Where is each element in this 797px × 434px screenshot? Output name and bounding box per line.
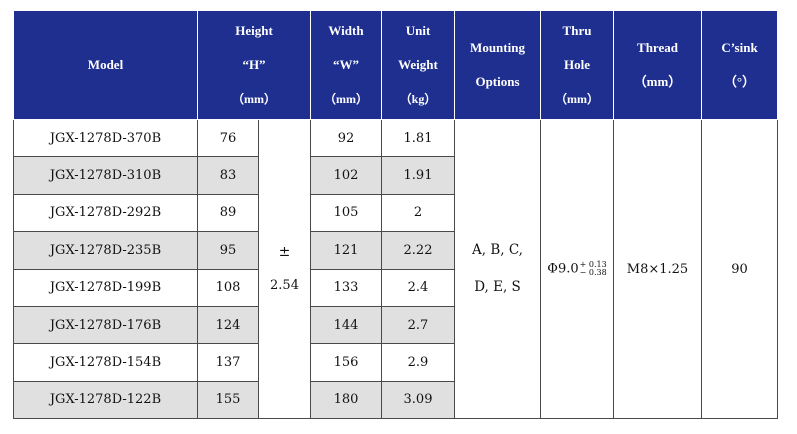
cell-thread: M8×1.25 [613, 119, 702, 419]
table-row: JGX-1278D-310B 83 102 1.91 [13, 156, 778, 195]
cell-width: 133 [310, 268, 382, 307]
header-mounting-options: Mounting Options [454, 10, 541, 120]
header-csink: C’sink （°） [701, 10, 778, 120]
cell-height: 108 [197, 268, 259, 307]
cell-model: JGX-1278D-122B [13, 380, 198, 420]
header-thru-hole: Thru Hole （mm） [540, 10, 614, 120]
cell-weight: 1.91 [381, 156, 455, 195]
cell-height: 124 [197, 305, 259, 345]
cell-height: 89 [197, 193, 259, 233]
cell-csink: 90 [701, 119, 778, 419]
table-row: JGX-1278D-199B 108 133 2.4 [13, 268, 778, 307]
cell-model: JGX-1278D-199B [13, 268, 198, 307]
cell-model: JGX-1278D-310B [13, 156, 198, 195]
cell-height: 83 [197, 156, 259, 195]
header-thread: Thread （mm） [613, 10, 702, 120]
cell-weight: 2.7 [381, 305, 455, 345]
header-model: Model [13, 10, 198, 120]
cell-weight: 3.09 [381, 380, 455, 420]
header-height: Height “H” （mm） [197, 10, 311, 120]
cell-height: 95 [197, 231, 259, 270]
cell-weight: 2.4 [381, 268, 455, 307]
cell-model: JGX-1278D-292B [13, 193, 198, 233]
cell-model: JGX-1278D-176B [13, 305, 198, 345]
table-row: JGX-1278D-154B 137 156 2.9 [13, 343, 778, 382]
cell-weight: 2 [381, 193, 455, 233]
cell-width: 144 [310, 305, 382, 345]
cell-height-tolerance: ± 2.54 [258, 119, 311, 419]
header-unit-weight: Unit Weight （kg） [381, 10, 455, 120]
cell-width: 156 [310, 343, 382, 382]
cell-weight: 1.81 [381, 118, 455, 158]
table-row: JGX-1278D-370B 76 ± 2.54 92 1.81 A, B, C… [13, 118, 778, 419]
cell-model: JGX-1278D-235B [13, 231, 198, 270]
cell-width: 105 [310, 193, 382, 233]
cell-width: 92 [310, 118, 382, 158]
cell-width: 102 [310, 156, 382, 195]
cell-height: 155 [197, 380, 259, 420]
header-width: Width “W” （mm） [310, 10, 382, 120]
cell-model: JGX-1278D-370B [13, 118, 198, 158]
cell-mounting-options: A, B, C, D, E, S [454, 119, 541, 419]
cell-thru-hole: Φ9.0 + 0.13− 0.38 [540, 119, 614, 419]
header-row: Model Height “H” （mm） Width “W” （mm） Uni… [13, 10, 778, 120]
cell-height: 137 [197, 343, 259, 382]
table-row: JGX-1278D-176B 124 144 2.7 [13, 305, 778, 345]
cell-weight: 2.9 [381, 343, 455, 382]
table-row: JGX-1278D-292B 89 105 2 [13, 193, 778, 233]
spec-table: Model Height “H” （mm） Width “W” （mm） Uni… [13, 10, 778, 420]
cell-model: JGX-1278D-154B [13, 343, 198, 382]
cell-height: 76 [197, 118, 259, 158]
cell-width: 180 [310, 380, 382, 420]
table-row: JGX-1278D-122B 155 180 3.09 [13, 380, 778, 420]
cell-weight: 2.22 [381, 231, 455, 270]
table-row: JGX-1278D-235B 95 121 2.22 [13, 231, 778, 270]
cell-width: 121 [310, 231, 382, 270]
